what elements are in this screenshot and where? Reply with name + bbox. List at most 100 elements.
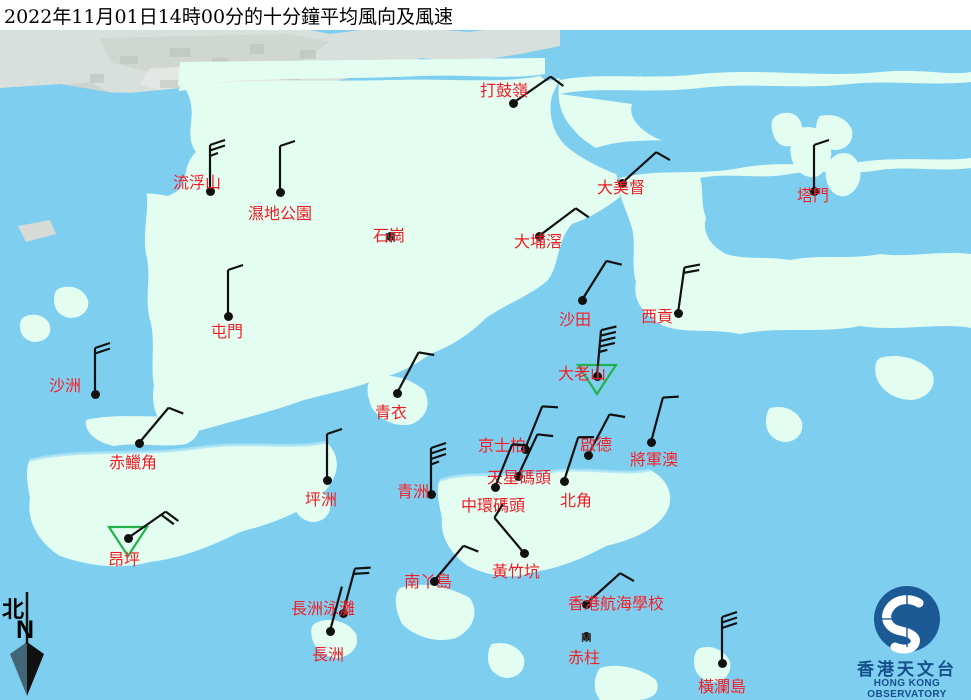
- station-label: 石崗: [373, 226, 406, 245]
- station-dot: [275, 187, 285, 197]
- station-dot: [385, 231, 395, 241]
- wind-barb-icon: [278, 139, 296, 192]
- station-label: 沙田: [559, 310, 592, 329]
- station-dot: [581, 599, 591, 609]
- station-dot: [519, 548, 529, 558]
- wind-barb-icon: [676, 263, 701, 314]
- station-label: 屯門: [211, 322, 244, 341]
- wind-barb-icon: [433, 544, 479, 582]
- station-dot: [429, 576, 439, 586]
- missing-data-marker: M: [581, 630, 592, 645]
- wind-barb-icon: [396, 351, 435, 394]
- station-label: 濕地公園: [248, 204, 313, 223]
- hko-logo: 香港天文台 HONG KONG OBSERVATORY: [843, 585, 971, 700]
- wind-barb-icon: [226, 263, 244, 316]
- gale-warning-triangle-icon: [106, 525, 150, 559]
- station-label: 南丫島: [404, 572, 453, 591]
- wind-barb-icon: [581, 259, 623, 301]
- station-label: 大美督: [597, 178, 646, 197]
- station-dot: [617, 178, 627, 188]
- wind-barb-icon: [517, 433, 554, 477]
- page-title: 2022年11月01日14時00分的十分鐘平均風向及風速: [4, 6, 454, 28]
- station-label: 沙洲: [49, 376, 82, 395]
- station-label: 赤柱: [568, 648, 601, 667]
- station-dot: [520, 444, 530, 454]
- station-dot: [583, 450, 593, 460]
- station-label: 大埔滘: [514, 232, 563, 251]
- title-bar: 2022年11月01日14時00分的十分鐘平均風向及風速: [0, 0, 971, 30]
- station-label: 流浮山: [173, 173, 222, 192]
- compass-rose: 北 N: [2, 592, 62, 698]
- wind-barb-icon: [621, 151, 671, 184]
- hko-name-en: HONG KONG OBSERVATORY: [867, 678, 947, 700]
- station-label: 昂坪: [108, 550, 141, 569]
- station-label: 黃竹坑: [492, 562, 541, 581]
- station-label: 西貢: [641, 307, 674, 326]
- station-dot: [123, 533, 133, 543]
- station-label: 青洲: [397, 482, 430, 501]
- map-canvas: 打鼓嶺 流浮山 濕地公園 M 石崗 大美督 大埔滘 塔門 沙田 西貢 大老山 屯門 沙洲 赤鱲角 青衣 昂坪坪…: [0, 28, 971, 700]
- station-dot: [426, 489, 436, 499]
- wind-barb-icon: [538, 207, 590, 237]
- station-label: 長洲: [312, 645, 345, 664]
- wind-barb-icon: [523, 405, 559, 450]
- station-dot: [646, 437, 656, 447]
- station-label: 赤鱲角: [109, 453, 158, 472]
- wind-barb-icon: [587, 413, 626, 456]
- station-dot: [673, 308, 683, 318]
- station-dot: [534, 231, 544, 241]
- wind-barb-icon: [512, 75, 565, 104]
- station-label: 啟德: [580, 435, 613, 454]
- station-dot: [490, 482, 500, 492]
- station-dot: [325, 626, 335, 636]
- compass-north-en: N: [16, 616, 35, 644]
- station-dot: [581, 631, 591, 641]
- station-label: 長洲泳灘: [291, 599, 356, 618]
- station-dot: [134, 438, 144, 448]
- station-label: 大老山: [558, 364, 607, 383]
- compass-arrow-icon: [10, 592, 44, 696]
- station-label: 香港航海學校: [568, 594, 665, 613]
- station-label: 京士柏: [478, 436, 527, 455]
- map-landforms: [0, 58, 971, 700]
- wind-barb-icon: [429, 441, 447, 494]
- wind-barb-icon: [649, 395, 679, 443]
- station-dot: [717, 658, 727, 668]
- missing-data-marker: M: [385, 230, 396, 245]
- station-dot: [577, 295, 587, 305]
- hko-emblem-icon: [874, 586, 940, 654]
- wind-barb-icon: [595, 325, 617, 377]
- wind-barb-icon: [585, 572, 635, 605]
- hko-name-cn: 香港天文台: [857, 660, 957, 680]
- station-label: 塔門: [797, 186, 830, 205]
- station-label: 中環碼頭: [461, 496, 526, 515]
- station-label: 坪洲: [305, 490, 338, 509]
- station-dot: [513, 471, 523, 481]
- wind-barb-icon: [93, 341, 111, 394]
- wind-barb-icon: [138, 406, 184, 444]
- wind-barb-icon: [562, 436, 595, 482]
- wind-barb-icon: [208, 138, 226, 191]
- wind-barb-icon: [720, 610, 738, 663]
- wind-barb-icon: [341, 566, 371, 614]
- station-dot: [205, 186, 215, 196]
- compass-north-cn: 北: [2, 597, 25, 623]
- station-dot: [322, 475, 332, 485]
- wind-barb-icon: [325, 427, 343, 480]
- station-label: 橫瀾島: [698, 677, 747, 696]
- station-dot: [508, 98, 518, 108]
- wind-barb-icon: [328, 586, 343, 632]
- wind-barb-icon: [127, 510, 180, 539]
- station-label: 北角: [560, 491, 593, 510]
- station-label: 青衣: [375, 403, 408, 422]
- station-dot: [338, 608, 348, 618]
- station-label: 打鼓嶺: [480, 81, 529, 100]
- wind-barb-icon: [493, 443, 529, 488]
- station-label: 天星碼頭: [487, 468, 552, 487]
- station-dot: [392, 388, 402, 398]
- station-dot: [223, 311, 233, 321]
- station-dot: [809, 186, 819, 196]
- wind-barb-icon: [812, 138, 830, 191]
- station-label: 將軍澳: [630, 450, 679, 469]
